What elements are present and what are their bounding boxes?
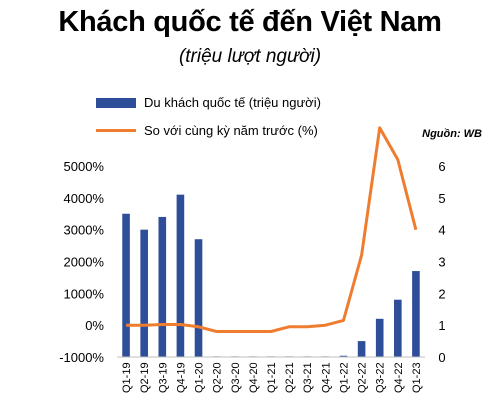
x-axis-tick-label: Q2-22 xyxy=(357,362,369,393)
bar xyxy=(394,299,402,357)
left-axis-tick-label: 3000% xyxy=(64,223,105,238)
bar xyxy=(194,239,203,357)
bar xyxy=(412,271,420,357)
x-axis-tick-label: Q1-19 xyxy=(121,362,133,393)
right-axis-tick-label: 3 xyxy=(438,255,445,270)
right-axis-tick-label: 5 xyxy=(438,191,445,206)
left-axis-tick-label: 2000% xyxy=(64,255,105,270)
bar xyxy=(339,355,348,357)
x-axis-tick-label: Q2-21 xyxy=(284,362,296,393)
legend-swatch-bar xyxy=(96,97,136,108)
bar xyxy=(122,213,130,357)
bar xyxy=(375,318,384,357)
left-axis-tick-label: 0% xyxy=(85,318,104,333)
x-axis-tick-label: Q2-19 xyxy=(139,362,151,393)
right-axis-tick-label: 2 xyxy=(438,286,445,301)
series-line xyxy=(126,126,418,333)
x-axis-tick-label: Q4-20 xyxy=(248,362,260,393)
x-axis-tick-label: Q1-22 xyxy=(338,362,350,393)
x-axis-tick-label: Q4-19 xyxy=(175,362,187,393)
x-axis-tick-label: Q1-23 xyxy=(411,362,423,393)
bar xyxy=(158,216,167,357)
x-axis-tick-label: Q1-21 xyxy=(266,362,278,393)
legend-item-line: So với cùng kỳ năm trước (%) xyxy=(96,123,318,138)
source-note: Nguồn: WB xyxy=(422,128,482,140)
x-axis-tick-label: Q2-20 xyxy=(212,362,224,393)
bar xyxy=(140,229,148,357)
left-axis-tick-label: 5000% xyxy=(64,159,105,174)
x-axis-tick-label: Q4-22 xyxy=(393,362,405,393)
left-axis-tick-label: -1000% xyxy=(59,350,104,365)
x-axis-tick-label: Q4-21 xyxy=(320,362,332,393)
right-axis-tick-label: 1 xyxy=(438,318,445,333)
legend-swatch-line xyxy=(96,129,136,132)
chart-subtitle: (triệu lượt người) xyxy=(178,46,322,67)
left-axis-tick-label: 4000% xyxy=(64,191,105,206)
bar xyxy=(357,341,366,357)
x-axis-tick-label: Q3-21 xyxy=(302,362,314,393)
x-axis-tick-label: Q1-20 xyxy=(194,362,206,393)
right-axis-tick-label: 4 xyxy=(438,223,445,238)
right-axis-tick-label: 0 xyxy=(438,350,445,365)
legend-item-bars: Du khách quốc tế (triệu người) xyxy=(96,95,321,110)
x-axis-tick-label: Q3-22 xyxy=(375,362,387,393)
legend-label-bars: Du khách quốc tế (triệu người) xyxy=(144,95,321,110)
right-axis-tick-label: 6 xyxy=(438,159,445,174)
chart-title: Khách quốc tế đến Việt Nam xyxy=(58,6,442,38)
x-axis-tick-label: Q3-19 xyxy=(157,362,169,393)
left-axis-tick-label: 1000% xyxy=(64,286,105,301)
legend-label-line: So với cùng kỳ năm trước (%) xyxy=(144,123,318,138)
bar xyxy=(176,194,185,357)
x-axis-tick-label: Q3-20 xyxy=(230,362,242,393)
